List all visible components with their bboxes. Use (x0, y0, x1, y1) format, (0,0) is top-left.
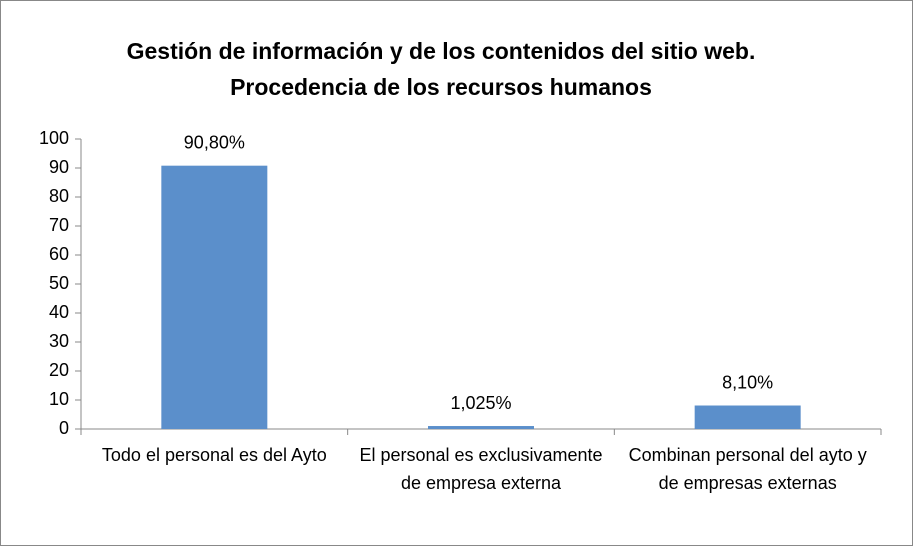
y-tick-label: 100 (39, 128, 69, 148)
bar (161, 165, 268, 429)
data-label: 8,10% (722, 372, 773, 392)
data-label: 90,80% (184, 132, 245, 152)
bar (694, 405, 801, 429)
x-tick-label: El personal es exclusivamente de empresa… (359, 445, 603, 493)
bar (428, 426, 534, 429)
y-tick-label: 0 (59, 418, 69, 438)
data-label: 1,025% (450, 393, 511, 413)
x-tick-label: Todo el personal es del Ayto (101, 445, 327, 465)
y-tick-label: 90 (49, 157, 69, 177)
y-tick-label: 70 (49, 215, 69, 235)
y-tick-label: 80 (49, 186, 69, 206)
x-tick-label: Combinan personal del ayto y de empresas… (628, 445, 867, 493)
y-tick-label: 30 (49, 331, 69, 351)
y-tick-label: 60 (49, 244, 69, 264)
y-tick-label: 50 (49, 273, 69, 293)
y-tick-label: 10 (49, 389, 69, 409)
chart-title: Gestión de información y de los contenid… (126, 38, 756, 100)
y-tick-label: 20 (49, 360, 69, 380)
y-tick-label: 40 (49, 302, 69, 322)
